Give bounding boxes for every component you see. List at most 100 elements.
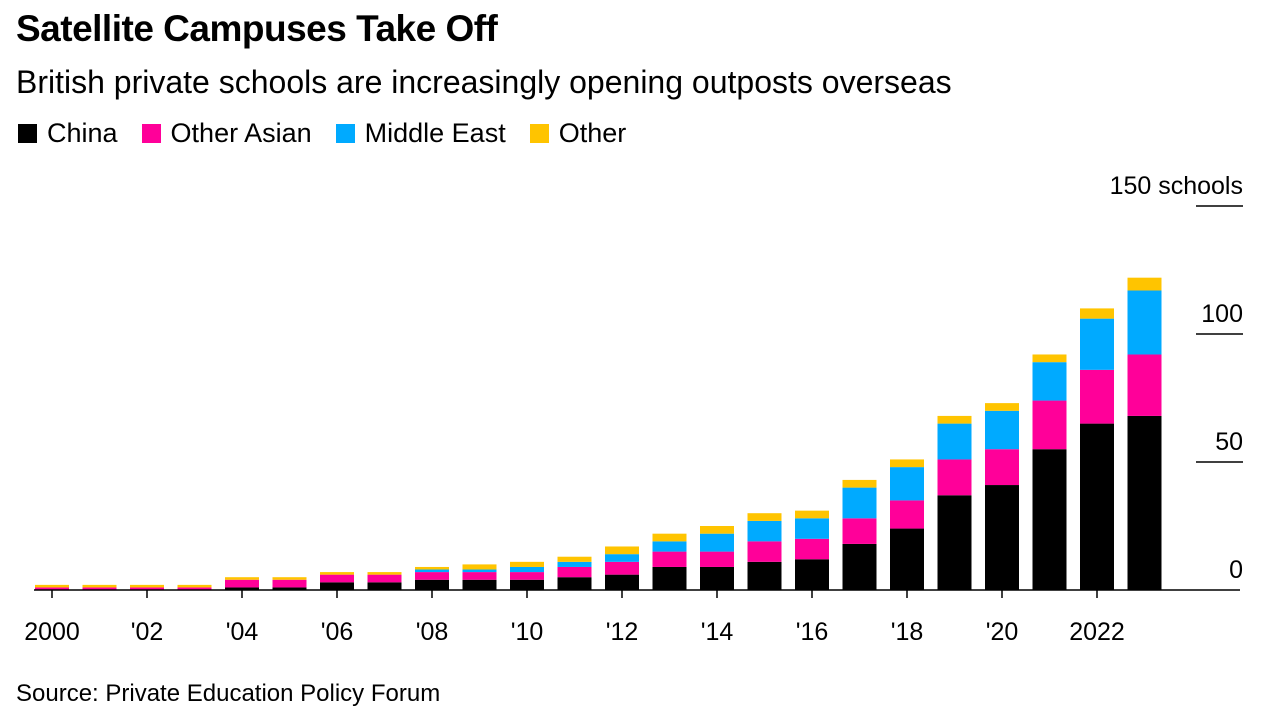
bar-2018-other	[890, 459, 924, 468]
bar-2009-middle-east	[462, 569, 497, 573]
source-note: Source: Private Education Policy Forum	[16, 680, 441, 707]
x-tick-label-4: '08	[416, 618, 449, 646]
bar-2020-other	[985, 403, 1019, 411]
legend-swatch-other	[529, 124, 549, 143]
bar-2013-middle-east	[652, 541, 687, 552]
bar-2003-other-asian	[177, 587, 212, 590]
y-tick-label-150: 150 schools	[1110, 172, 1243, 200]
bar-2023-china	[1127, 415, 1162, 590]
bar-2019-other	[937, 415, 972, 424]
bar-2004-other-asian	[225, 579, 259, 588]
bar-2019-middle-east	[937, 423, 972, 460]
bar-2013-china	[652, 566, 687, 590]
bar-2015-middle-east	[747, 520, 782, 542]
bar-2002-other	[130, 584, 164, 588]
bar-2016-middle-east	[795, 518, 829, 539]
bar-2000-other	[35, 584, 69, 588]
bar-2001-other	[82, 584, 117, 588]
bar-2007-other	[367, 572, 402, 575]
bar-2015-china	[747, 561, 782, 590]
bar-2003-other	[177, 584, 212, 588]
x-tick-label-2: '04	[226, 618, 259, 646]
bar-2017-other-asian	[842, 518, 877, 544]
bar-2014-other-asian	[700, 551, 734, 567]
bar-2017-other	[842, 479, 877, 488]
x-tick-label-9: '18	[891, 618, 924, 646]
chart-subtitle: British private schools are increasingly…	[16, 64, 952, 100]
legend-item-middle-east: Middle East	[335, 118, 506, 149]
bar-2016-other-asian	[795, 538, 829, 560]
bar-2016-china	[795, 559, 829, 590]
bar-2023-other-asian	[1127, 354, 1162, 416]
bar-2023-middle-east	[1127, 290, 1162, 355]
x-tick-label-0: 2000	[24, 618, 80, 646]
bar-2019-other-asian	[937, 459, 972, 496]
legend-item-china: China	[18, 118, 118, 149]
bar-2008-middle-east	[415, 569, 449, 573]
bar-2021-other	[1032, 354, 1067, 363]
bar-2021-middle-east	[1032, 362, 1067, 401]
bar-2011-other-asian	[557, 566, 592, 578]
x-tick-label-1: '02	[131, 618, 164, 646]
bar-2015-other	[747, 513, 782, 521]
bar-2021-china	[1032, 449, 1067, 590]
bar-2015-other-asian	[747, 541, 782, 562]
x-tick-label-7: '14	[701, 618, 734, 646]
x-tick-label-11: 2022	[1069, 618, 1125, 646]
bar-2008-china	[415, 579, 449, 590]
legend-item-other-asian: Other Asian	[141, 118, 312, 149]
bar-2010-middle-east	[510, 566, 544, 573]
bar-2001-other-asian	[82, 587, 117, 590]
legend-swatch-china	[18, 124, 37, 143]
bar-2009-china	[462, 579, 497, 590]
legend-label-other: Other	[558, 118, 627, 148]
bar-2018-middle-east	[890, 467, 924, 501]
bar-2010-other	[510, 561, 544, 567]
legend-swatch-middle-east	[335, 124, 355, 143]
bar-2006-china	[320, 582, 354, 590]
bar-2004-other	[225, 577, 259, 580]
legend: China Other Asian Middle East Other	[18, 118, 650, 149]
bar-2014-china	[700, 566, 734, 590]
bar-2019-china	[937, 495, 972, 590]
x-tick-label-10: '20	[986, 618, 1019, 646]
bar-2018-other-asian	[890, 500, 924, 529]
bar-2022-other-asian	[1080, 369, 1114, 424]
bar-2022-middle-east	[1080, 318, 1114, 370]
bar-2020-china	[985, 485, 1019, 590]
chart-title: Satellite Campuses Take Off	[16, 8, 498, 49]
bar-2013-other-asian	[652, 551, 687, 567]
legend-label-other-asian: Other Asian	[170, 118, 312, 148]
bar-2002-other-asian	[130, 587, 164, 590]
bar-2008-other	[415, 566, 449, 570]
bar-2007-other-asian	[367, 574, 402, 583]
bar-2017-middle-east	[842, 487, 877, 519]
bar-2011-china	[557, 577, 592, 590]
legend-swatch-other-asian	[141, 124, 161, 143]
bar-2009-other	[462, 564, 497, 570]
bar-2012-china	[605, 574, 639, 590]
bar-2022-other	[1080, 308, 1114, 319]
bar-2005-china	[272, 587, 307, 590]
y-tick-label-100: 100	[1201, 300, 1243, 328]
bar-2007-china	[367, 582, 402, 590]
bar-2010-china	[510, 579, 544, 590]
bar-2006-other-asian	[320, 574, 354, 583]
x-tick-label-8: '16	[796, 618, 829, 646]
bar-2022-china	[1080, 423, 1114, 590]
bar-2013-other	[652, 533, 687, 542]
bar-2020-middle-east	[985, 410, 1019, 450]
y-tick-label-50: 50	[1215, 428, 1243, 456]
legend-label-middle-east: Middle East	[364, 118, 506, 148]
bar-2016-other	[795, 510, 829, 519]
bar-2010-other-asian	[510, 572, 544, 580]
x-tick-label-6: '12	[606, 618, 639, 646]
y-tick-label-0: 0	[1229, 556, 1243, 584]
bar-2006-other	[320, 572, 354, 575]
bar-2018-china	[890, 528, 924, 590]
bar-2017-china	[842, 543, 877, 590]
bar-2021-other-asian	[1032, 400, 1067, 450]
bar-2011-middle-east	[557, 561, 592, 567]
bar-2012-other	[605, 546, 639, 555]
bar-2000-other-asian	[35, 587, 69, 590]
